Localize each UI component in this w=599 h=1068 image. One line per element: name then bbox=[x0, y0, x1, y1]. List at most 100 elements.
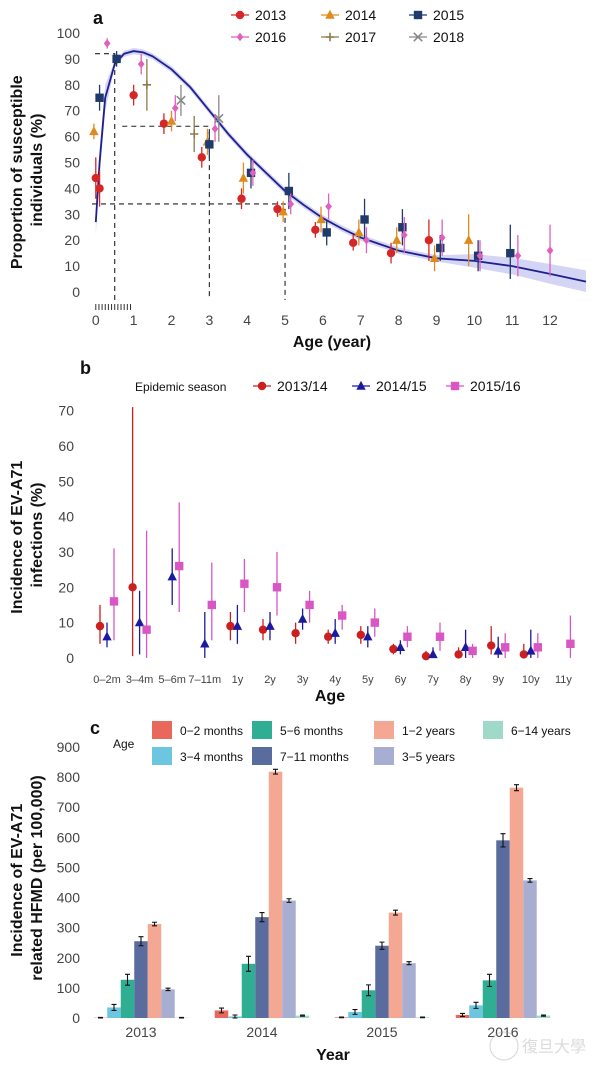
panel-a-point bbox=[363, 236, 370, 245]
panel-a-point bbox=[176, 95, 186, 106]
panel-c-ytick-label: 400 bbox=[57, 890, 81, 906]
panel-a-ref-line bbox=[92, 53, 116, 300]
panel-b-point bbox=[493, 645, 503, 655]
panel-c-errorbar bbox=[125, 973, 130, 986]
panel-c-bar bbox=[375, 945, 389, 1018]
panel-a-legend-key bbox=[235, 10, 245, 20]
panel-a-point bbox=[205, 140, 214, 149]
panel-a-legend-key bbox=[236, 32, 244, 42]
panel-b-point bbox=[167, 571, 177, 581]
panel-b-legend-label: 2013/14 bbox=[277, 378, 328, 394]
panel-b-point bbox=[435, 632, 445, 641]
panel-b-point bbox=[109, 597, 119, 606]
panel-b-legend-key bbox=[257, 381, 267, 391]
watermark-text: 復旦大學 bbox=[522, 1038, 586, 1056]
panel-c-bars bbox=[93, 768, 551, 1019]
panel-b-ytick-label: 10 bbox=[58, 615, 74, 631]
panel-c-legend-swatch bbox=[152, 747, 172, 765]
panel-c-xtick-label: 2016 bbox=[487, 1024, 518, 1040]
panel-c-bar bbox=[496, 840, 510, 1018]
panel-b-xtick-label: 5y bbox=[362, 674, 374, 686]
panel-a-ytick-label: 30 bbox=[64, 206, 80, 222]
panel-a-point bbox=[89, 126, 99, 136]
panel-a-point bbox=[386, 248, 396, 258]
panel-c-bar bbox=[469, 1005, 483, 1018]
panel-b-point bbox=[232, 620, 243, 630]
panel-c-ytick-label: 800 bbox=[57, 769, 81, 785]
panel-c-legend-swatch bbox=[483, 721, 503, 739]
panel-c-errorbar bbox=[352, 1009, 358, 1015]
panel-b-point bbox=[389, 644, 398, 654]
panel-a-curve-line bbox=[94, 50, 587, 283]
panel-c-legend-swatch bbox=[374, 747, 394, 765]
panel-b-axes: 0 10 20 30 40 50 60 70 0–2m 3–4m 5–6m 7–11m 1y 2y 3y 4y… bbox=[58, 403, 572, 686]
panel-a-xlabel: Age (year) bbox=[293, 334, 371, 351]
panel-b-point bbox=[226, 621, 235, 631]
panel-b-legend-title: Epidemic season bbox=[135, 380, 226, 394]
panel-a-xtick-label: 1 bbox=[130, 312, 138, 328]
panel-a-legend-label: 2014 bbox=[345, 7, 376, 23]
panel-a-point bbox=[392, 235, 402, 244]
panel-a-point bbox=[311, 225, 320, 235]
panel-a-legend-label: 2013 bbox=[255, 7, 286, 23]
panel-a-point bbox=[129, 90, 138, 100]
panel-b-ytick-label: 0 bbox=[66, 650, 74, 666]
panel-a-band-area bbox=[95, 48, 587, 292]
panel-b-xtick-label: 2y bbox=[264, 674, 276, 686]
panel-a-point bbox=[325, 202, 332, 211]
panel-c-bar bbox=[120, 979, 135, 1018]
panel-a-point bbox=[476, 251, 484, 260]
panel-b-point bbox=[363, 631, 373, 641]
panel-b-ytick-label: 60 bbox=[58, 438, 74, 454]
panel-a-point bbox=[95, 184, 104, 193]
panel-b-legend-key bbox=[356, 380, 366, 390]
panel-a-point bbox=[249, 168, 257, 178]
panel-a-xtick-label: 3 bbox=[205, 312, 213, 328]
panel-a-points bbox=[89, 38, 554, 280]
panel-a-legend-key bbox=[413, 10, 423, 20]
panel-b-xtick-label: 11y bbox=[555, 674, 572, 686]
panel-c-bar bbox=[388, 912, 403, 1018]
panel-c-bar bbox=[402, 963, 416, 1018]
panel-b-point bbox=[142, 625, 151, 634]
panel-a-xtick-label: 8 bbox=[395, 312, 403, 328]
panel-c-legend-title: Age bbox=[113, 737, 135, 751]
panel-b-point bbox=[487, 641, 496, 650]
panel-c-bar bbox=[348, 1011, 362, 1018]
panel-b-ylabel: Incidence of EV-A71 infections (%) bbox=[9, 456, 46, 613]
panel-b-xtick-label: 1y bbox=[232, 674, 244, 686]
panel-c-bar bbox=[268, 771, 283, 1018]
panel-c-legend-label: 6−14 years bbox=[511, 724, 571, 738]
panel-a-point bbox=[424, 236, 434, 245]
panel-a-point bbox=[400, 230, 408, 240]
panel-a-point bbox=[103, 39, 111, 48]
panel-c-label: c bbox=[90, 718, 100, 738]
panel-c-bar bbox=[523, 880, 537, 1018]
panel-b: b Epidemic season 2013/14 2014/15 2015/16 … bbox=[9, 358, 575, 705]
panel-b-point bbox=[501, 643, 510, 652]
panel-b-point bbox=[338, 611, 347, 620]
panel-c-legend-swatch bbox=[374, 721, 394, 739]
panel-a-ylabel-line1: Proportion of susceptible bbox=[9, 75, 26, 269]
panel-c-ylabel: Incidence of EV-A71 related HFMD (per 10… bbox=[9, 775, 46, 980]
panel-b-point bbox=[297, 613, 308, 623]
panel-b-point bbox=[258, 625, 268, 634]
panel-b-point bbox=[395, 642, 406, 652]
panel-b-point bbox=[324, 632, 333, 641]
panel-b-point bbox=[356, 630, 365, 640]
university-watermark: 復旦大學 bbox=[489, 1031, 586, 1061]
panel-c-errorbar bbox=[273, 768, 278, 775]
panel-a-xtick-label: 0 bbox=[92, 312, 100, 328]
panel-a-ytick-label: 20 bbox=[64, 232, 80, 248]
panel-b-ytick-label: 40 bbox=[58, 509, 74, 525]
panel-b-ylabel-line1: Incidence of EV-A71 bbox=[9, 461, 26, 614]
panel-b-point bbox=[533, 643, 542, 652]
panel-b-xtick-label: 9y bbox=[492, 674, 504, 686]
panel-b-point bbox=[468, 646, 477, 656]
panel-a-point bbox=[142, 80, 152, 89]
panel-c-bar bbox=[241, 963, 256, 1018]
panel-c-errorbar bbox=[393, 909, 398, 916]
panel-a-legend: 2013 2014 2015 2016 2017 2018 bbox=[231, 7, 464, 45]
panel-c-errorbar bbox=[500, 833, 506, 848]
panel-c-errorbar bbox=[406, 961, 412, 966]
